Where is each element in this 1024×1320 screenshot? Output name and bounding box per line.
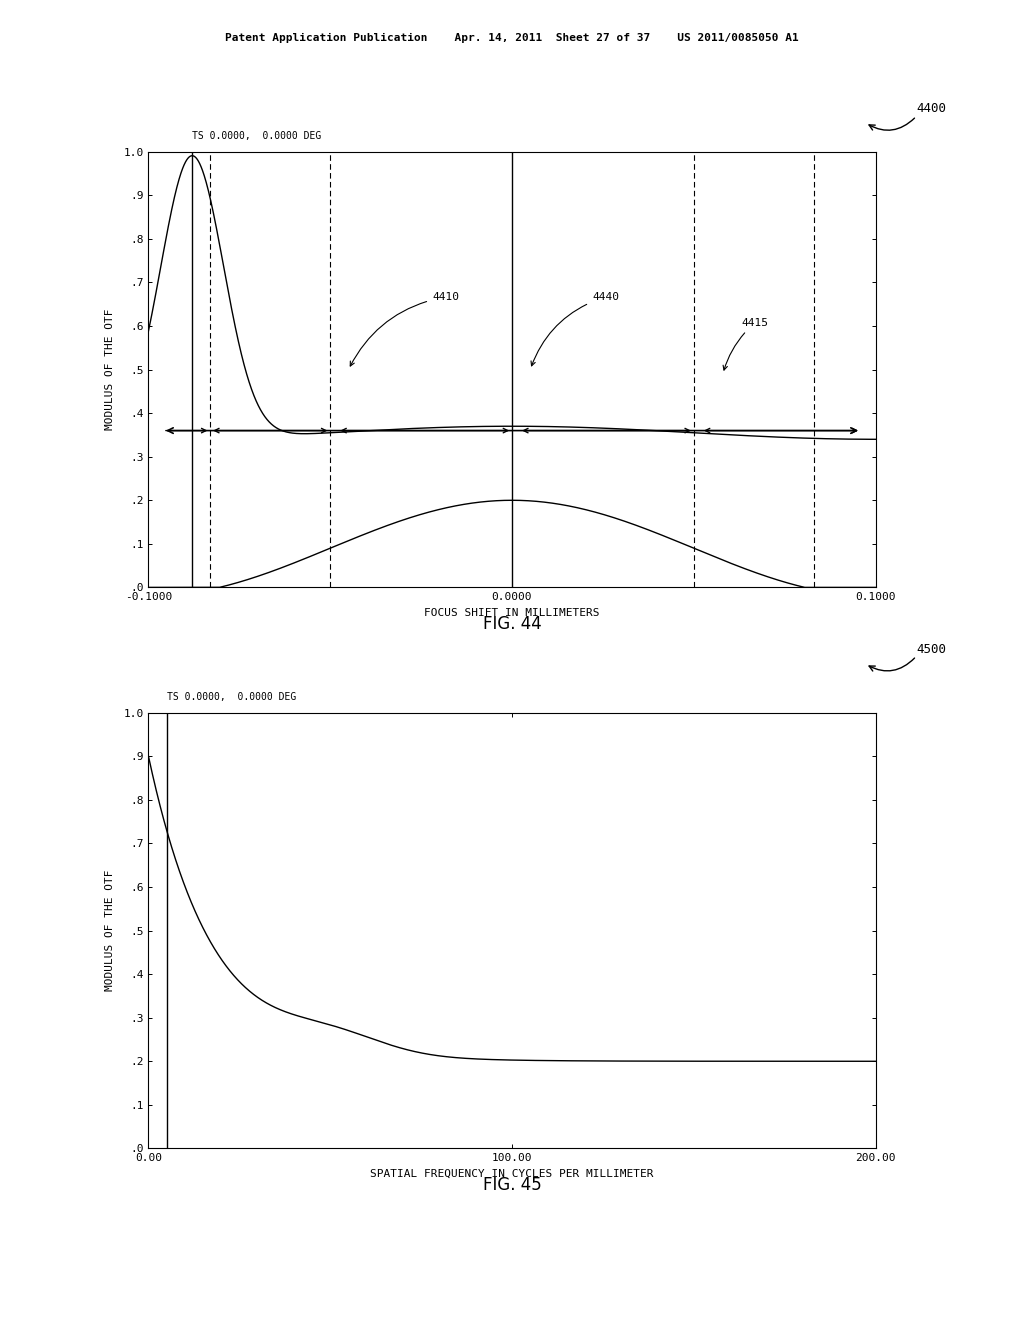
Text: 4500: 4500: [916, 643, 946, 656]
X-axis label: FOCUS SHIFT IN MILLIMETERS: FOCUS SHIFT IN MILLIMETERS: [424, 607, 600, 618]
Y-axis label: MODULUS OF THE OTF: MODULUS OF THE OTF: [105, 870, 115, 991]
Text: 4410: 4410: [350, 292, 459, 366]
Text: 4415: 4415: [723, 318, 768, 370]
Text: 4400: 4400: [916, 102, 946, 115]
X-axis label: SPATIAL FREQUENCY IN CYCLES PER MILLIMETER: SPATIAL FREQUENCY IN CYCLES PER MILLIMET…: [371, 1168, 653, 1179]
Text: 4440: 4440: [531, 292, 618, 366]
Text: Patent Application Publication    Apr. 14, 2011  Sheet 27 of 37    US 2011/00850: Patent Application Publication Apr. 14, …: [225, 33, 799, 44]
Y-axis label: MODULUS OF THE OTF: MODULUS OF THE OTF: [105, 309, 115, 430]
Text: TS 0.0000,  0.0000 DEG: TS 0.0000, 0.0000 DEG: [167, 692, 296, 702]
Text: FIG. 44: FIG. 44: [482, 615, 542, 634]
Text: FIG. 45: FIG. 45: [482, 1176, 542, 1195]
Text: TS 0.0000,  0.0000 DEG: TS 0.0000, 0.0000 DEG: [193, 131, 322, 141]
